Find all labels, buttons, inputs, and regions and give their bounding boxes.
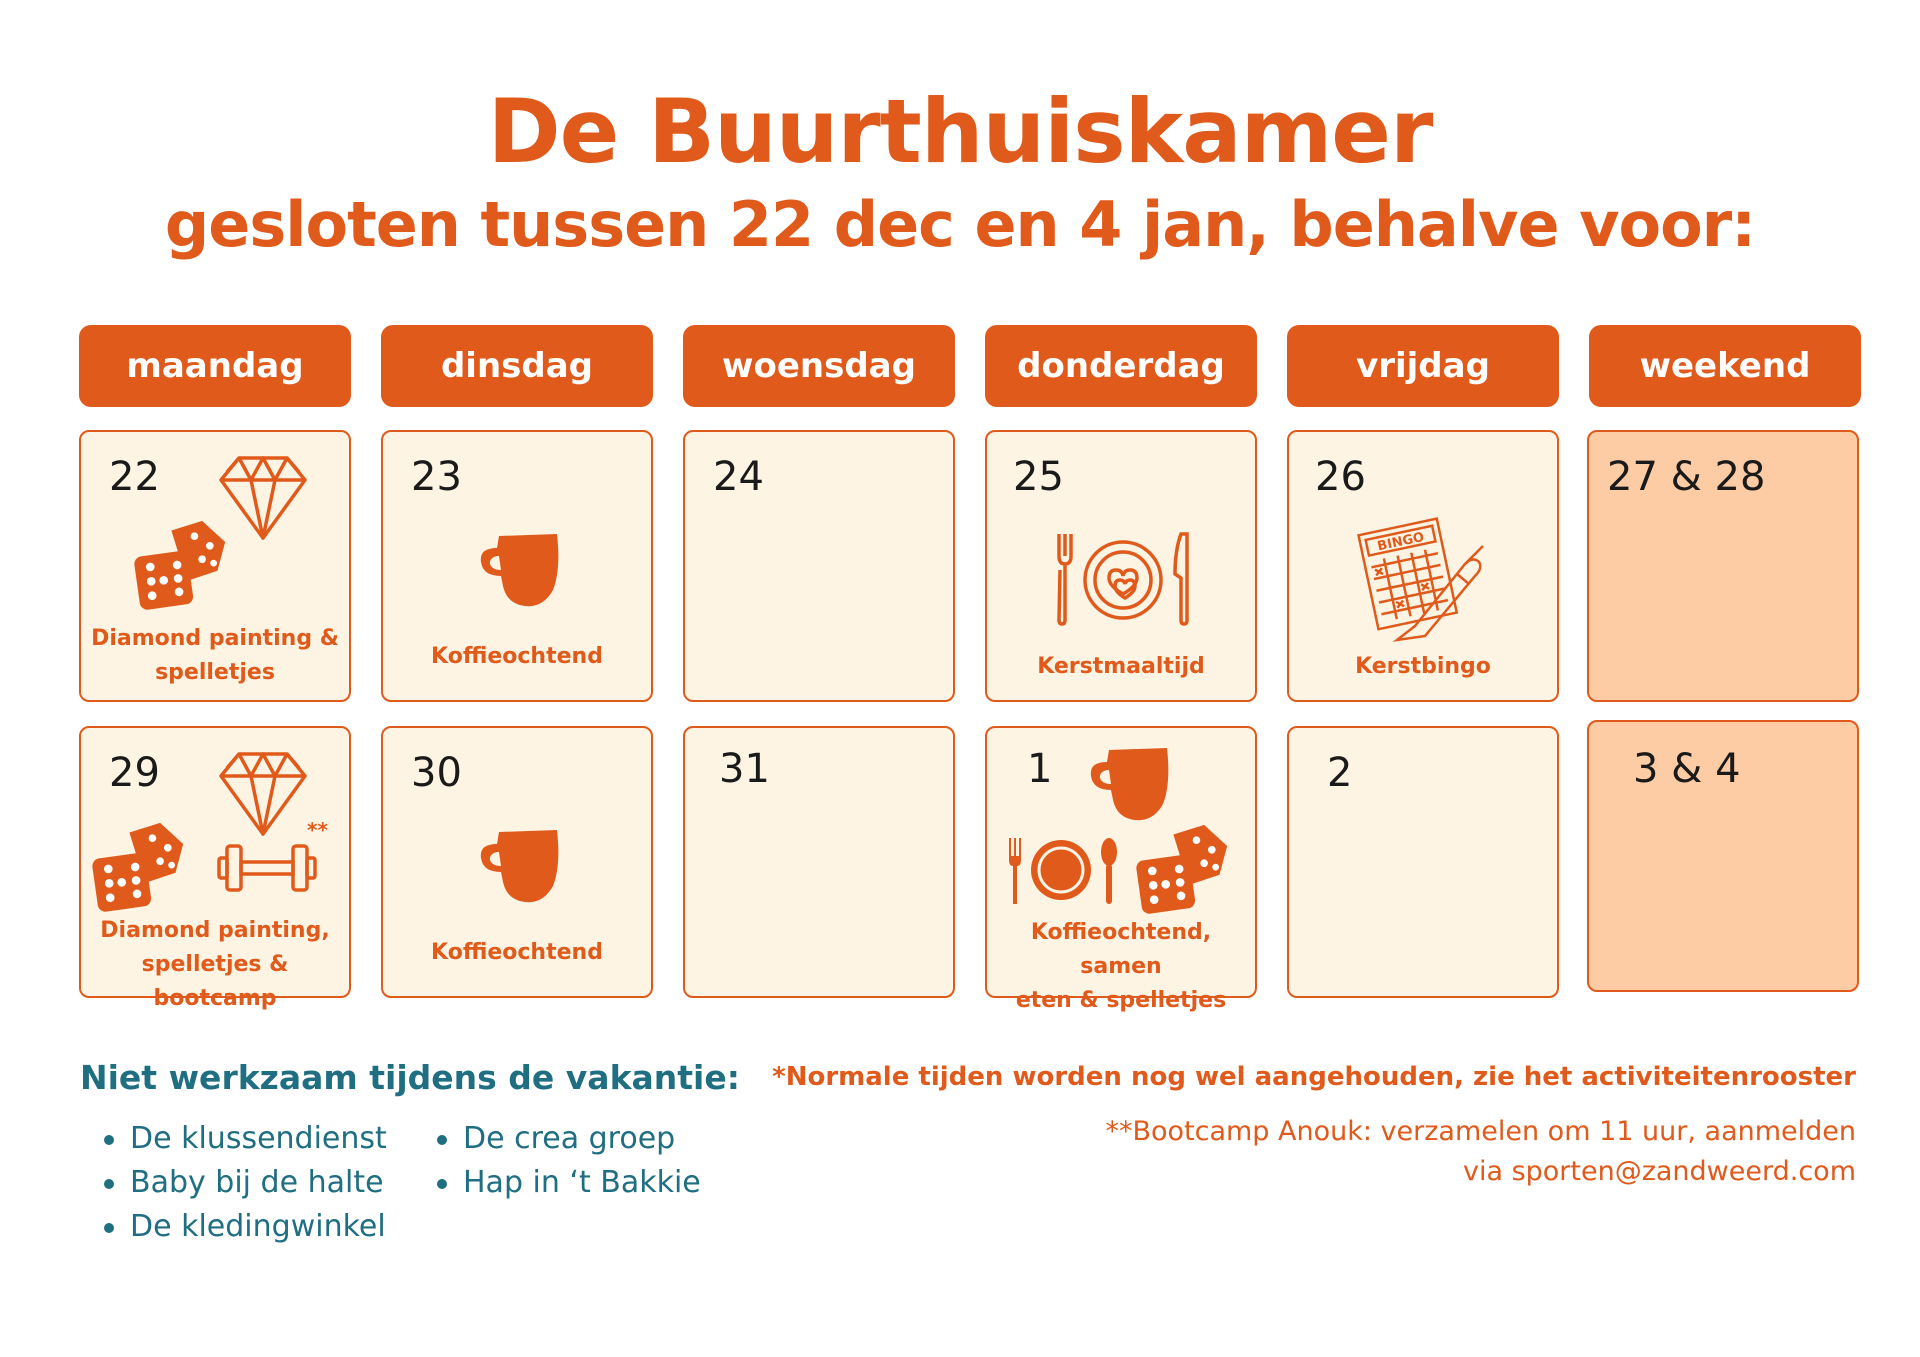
date-number: 26 [1315,454,1366,500]
list-item: De kledingwinkel [102,1205,387,1249]
plate-cutlery-icon [1005,836,1125,906]
date-number: 23 [411,454,462,500]
calendar-cell-2: 2 [1287,726,1559,998]
date-number: 2 [1327,750,1352,796]
date-number: 30 [411,750,462,796]
coffee-cup-icon [1087,744,1171,824]
calendar-cell-24: 24 [683,430,955,702]
closed-services-heading: Niet werkzaam tijdens de vakantie: [80,1058,740,1097]
calendar-cell-25: 25 Kerstmaaltijd [985,430,1257,702]
page-title: De Buurthuiskamer [0,80,1920,183]
date-number: 24 [713,454,764,500]
diamond-icon [217,454,309,542]
list-item: De klussendienst [102,1117,387,1161]
day-header-vrijdag: vrijdag [1287,325,1559,407]
calendar-cell-23: 23 Koffieochtend [381,430,653,702]
day-header-weekend: weekend [1589,325,1861,407]
date-number: 27 & 28 [1607,454,1765,500]
bingo-word: BINGO [1376,530,1425,555]
day-header-dinsdag: dinsdag [381,325,653,407]
date-number: 3 & 4 [1633,746,1741,792]
date-number: 25 [1013,454,1064,500]
activity-label: Koffieochtend [383,936,651,970]
page-subtitle: gesloten tussen 22 dec en 4 jan, behalve… [0,188,1920,261]
closed-services-list-2: De crea groep Hap in ‘t Bakkie [435,1117,701,1205]
activity-label: Diamond painting, spelletjes & bootcamp [81,914,349,1016]
list-item: Hap in ‘t Bakkie [435,1161,701,1205]
day-header-donderdag: donderdag [985,325,1257,407]
date-number: 1 [1027,746,1052,792]
dinner-plate-icon [1053,530,1193,626]
dice-icon [133,516,229,614]
date-number: 31 [719,746,770,792]
calendar-cell-22: 22 Diamond painting & spelletjes [79,430,351,702]
bingo-card-icon: BINGO [1357,516,1487,644]
coffee-cup-icon [477,826,561,906]
activity-label: Koffieochtend, samen eten & spelletjes [987,916,1255,1018]
activity-label: Diamond painting & spelletjes [81,622,349,690]
activity-label: Kerstbingo [1289,650,1557,684]
normal-times-note: *Normale tijden worden nog wel aangehoud… [772,1062,1856,1092]
calendar-cell-3-4: 3 & 4 [1587,720,1859,992]
date-number: 22 [109,454,160,500]
diamond-icon [217,750,309,838]
dice-icon [91,818,187,916]
dumbbell-icon [215,838,319,898]
calendar-cell-30: 30 Koffieochtend [381,726,653,998]
asterisk-marker: ** [307,818,328,842]
calendar-cell-29: 29 ** Diamond painting, spelletjes & boot… [79,726,351,998]
list-item: De crea groep [435,1117,701,1161]
day-header-maandag: maandag [79,325,351,407]
activity-label: Kerstmaaltijd [987,650,1255,684]
calendar-cell-26: 26 BINGO Kerstbingo [1287,430,1559,702]
calendar-cell-31: 31 [683,726,955,998]
calendar-cell-1: 1 Koffieochtend, samen eten & spelletjes [985,726,1257,998]
date-number: 29 [109,750,160,796]
day-header-woensdag: woensdag [683,325,955,407]
coffee-cup-icon [477,530,561,610]
closed-services-list-1: De klussendienst Baby bij de halte De kl… [102,1117,387,1249]
bootcamp-note: **Bootcamp Anouk: verzamelen om 11 uur, … [1105,1112,1856,1192]
calendar-cell-27-28: 27 & 28 [1587,430,1859,702]
dice-icon [1135,820,1231,918]
activity-label: Koffieochtend [383,640,651,674]
list-item: Baby bij de halte [102,1161,387,1205]
